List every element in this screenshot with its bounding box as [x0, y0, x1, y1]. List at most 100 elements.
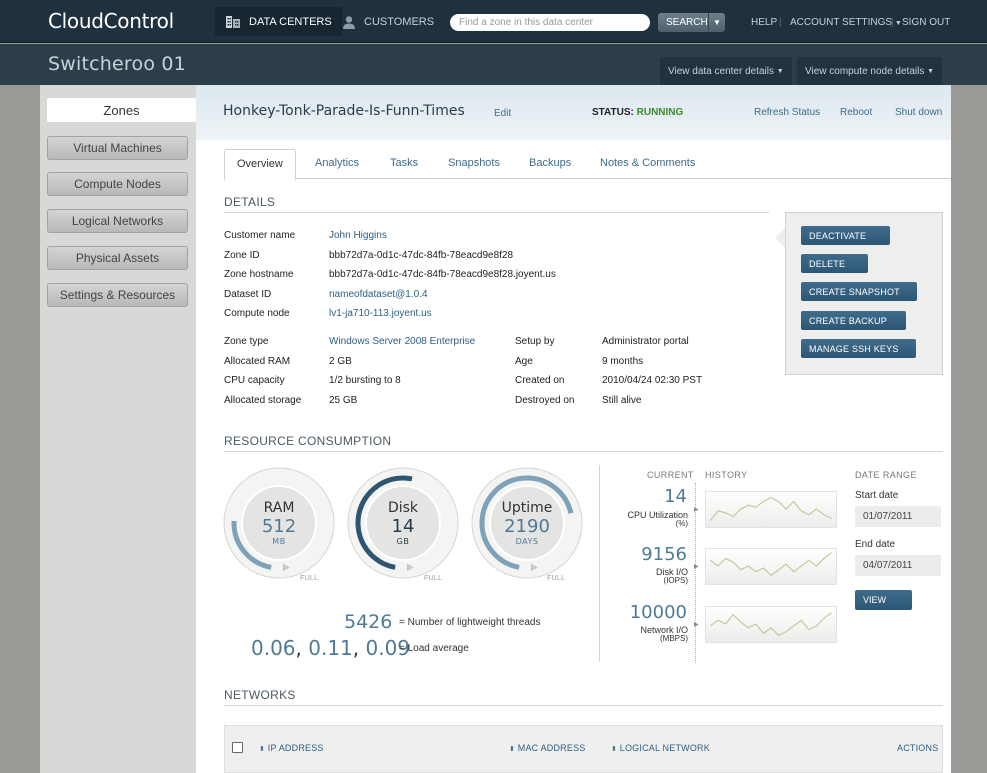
account-settings-menu[interactable]: ACCOUNT SETTINGS ▼: [790, 17, 902, 28]
sidebar-item-zones[interactable]: Zones: [47, 98, 196, 122]
view-data-center-details-dropdown[interactable]: View data center details ▼: [660, 57, 792, 85]
ram-gauge: [223, 467, 335, 579]
sidebar-item-compute-nodes[interactable]: Compute Nodes: [47, 172, 188, 196]
delete-button[interactable]: DELETE: [801, 254, 868, 273]
cpu-capacity-value: 1/2 bursting to 8: [329, 375, 401, 386]
user-icon: [343, 15, 355, 29]
sparkline-pointer: ▶: [694, 564, 699, 570]
divider: |: [891, 17, 894, 28]
tab-backups[interactable]: Backups: [529, 157, 572, 169]
gauge-inner-disc: [365, 485, 441, 561]
create-backup-button[interactable]: CREATE BACKUP: [801, 311, 906, 330]
load-average-1: 0.06: [251, 636, 296, 660]
detail-label: Created on: [515, 375, 565, 386]
tab-tasks[interactable]: Tasks: [390, 157, 419, 169]
sparkline-pointer: ▶: [694, 507, 699, 513]
gauge-inner-disc: [489, 485, 565, 561]
compute-node-link[interactable]: lv1-ja710-113.joyent.us: [329, 308, 432, 319]
gauge-unit: MB: [272, 537, 286, 546]
edit-zone-link[interactable]: Edit: [494, 108, 512, 119]
details-section-title: DETAILS: [224, 195, 276, 209]
end-date-input[interactable]: [855, 555, 941, 576]
mac-address-column-header[interactable]: ⬍ MAC ADDRESS: [509, 743, 586, 753]
ram-gauge-label: RAM 512 MB: [223, 500, 335, 546]
search-button[interactable]: SEARCH ▼: [658, 13, 725, 32]
help-link[interactable]: HELP: [751, 17, 778, 28]
status-badge: RUNNING: [636, 107, 684, 118]
sidebar-item-settings-resources[interactable]: Settings & Resources: [47, 283, 188, 307]
network-io-history-sparkline: [705, 606, 837, 643]
sort-icon: ⬍: [259, 746, 266, 753]
nav-tab-data-centers[interactable]: DATA CENTERS: [215, 7, 342, 36]
gauge-unit: GB: [396, 537, 410, 546]
uptime-gauge-label: Uptime 2190 DAYS: [471, 500, 583, 546]
gauge-value-arc: [479, 475, 574, 570]
shut-down-link[interactable]: Shut down: [895, 107, 943, 118]
create-snapshot-button[interactable]: CREATE SNAPSHOT: [801, 282, 917, 301]
dataset-id-link[interactable]: nameofdataset@1.0.4: [329, 289, 428, 300]
cpu-utilization-label: CPU Utilization: [627, 510, 688, 520]
allocated-ram-value: 2 GB: [329, 356, 352, 367]
tab-bar-divider: [224, 178, 951, 179]
load-average-5: 0.11: [308, 636, 353, 660]
search-input[interactable]: [450, 14, 650, 31]
cpu-history-sparkline: [705, 491, 837, 528]
detail-label: Age: [515, 356, 533, 367]
start-date-input[interactable]: [855, 506, 941, 527]
cpu-utilization-unit: (%): [675, 519, 688, 528]
gauge-value-arc: [355, 475, 413, 570]
load-average-values: 0.06, 0.11, 0.09: [251, 636, 411, 660]
gauge-inner-disc: [241, 485, 317, 561]
chevron-down-icon: ▼: [776, 67, 784, 75]
disk-gauge-label: Disk 14 GB: [347, 500, 459, 546]
page-title: Switcheroo 01: [48, 53, 186, 75]
zone-type-link[interactable]: Windows Server 2008 Enterprise: [329, 336, 476, 347]
logical-network-column-header[interactable]: ⬍ LOGICAL NETWORK: [611, 743, 710, 753]
gauge-value: 2190: [504, 516, 550, 537]
chevron-down-icon[interactable]: ▼: [708, 13, 725, 32]
age-value: 9 months: [602, 356, 644, 367]
tab-snapshots[interactable]: Snapshots: [448, 157, 500, 169]
networks-table-header: [224, 725, 943, 773]
account-settings-label: ACCOUNT SETTINGS: [790, 17, 893, 28]
resource-vertical-divider: [599, 465, 600, 662]
sidebar-item-logical-networks[interactable]: Logical Networks: [47, 209, 188, 233]
sidebar-item-virtual-machines[interactable]: Virtual Machines: [47, 136, 188, 160]
gauge-value-arc: [231, 520, 272, 570]
chevron-down-icon: ▼: [894, 20, 902, 27]
nav-tab-customers[interactable]: CUSTOMERS: [332, 7, 444, 36]
building-icon: [226, 15, 240, 28]
gauge-full-label: FULL: [300, 575, 319, 582]
resource-divider: [224, 451, 943, 452]
gauge-value: 14: [391, 516, 415, 537]
app-logo[interactable]: CloudControl: [48, 9, 174, 33]
date-range-column-header: DATE RANGE: [855, 470, 917, 480]
detail-label: CPU capacity: [224, 375, 285, 386]
reboot-link[interactable]: Reboot: [840, 107, 873, 118]
sign-out-link[interactable]: SIGN OUT: [902, 17, 951, 28]
view-compute-node-details-dropdown[interactable]: View compute node details ▼: [797, 57, 943, 85]
current-column-header: CURRENT: [647, 470, 694, 480]
start-date-label: Start date: [855, 490, 899, 501]
uptime-gauge: [471, 467, 583, 579]
tab-analytics[interactable]: Analytics: [315, 157, 360, 169]
customer-name-link[interactable]: John Higgins: [329, 230, 387, 241]
disk-io-history-sparkline: [705, 548, 837, 585]
load-average-15: 0.09: [365, 636, 411, 660]
tab-notes-comments[interactable]: Notes & Comments: [600, 157, 696, 169]
gauge-full-marker: [406, 563, 414, 572]
deactivate-button[interactable]: DEACTIVATE: [801, 226, 890, 245]
disk-io-value: 9156: [641, 544, 687, 565]
sidebar-item-physical-assets[interactable]: Physical Assets: [47, 246, 188, 270]
history-column-header: HISTORY: [705, 470, 748, 480]
view-compute-node-details-label: View compute node details: [805, 65, 925, 77]
detail-label: Allocated RAM: [224, 356, 291, 367]
select-all-checkbox[interactable]: [232, 742, 243, 753]
manage-ssh-keys-button[interactable]: MANAGE SSH KEYS: [801, 339, 916, 358]
tab-overview[interactable]: Overview: [224, 149, 296, 180]
refresh-status-link[interactable]: Refresh Status: [754, 107, 821, 118]
view-button[interactable]: VIEW: [855, 590, 912, 610]
ip-address-column-header[interactable]: ⬍ IP ADDRESS: [259, 743, 324, 753]
zone-name: Honkey-Tonk-Parade-Is-Funn-Times: [223, 103, 465, 119]
sort-icon: ⬍: [509, 746, 516, 753]
